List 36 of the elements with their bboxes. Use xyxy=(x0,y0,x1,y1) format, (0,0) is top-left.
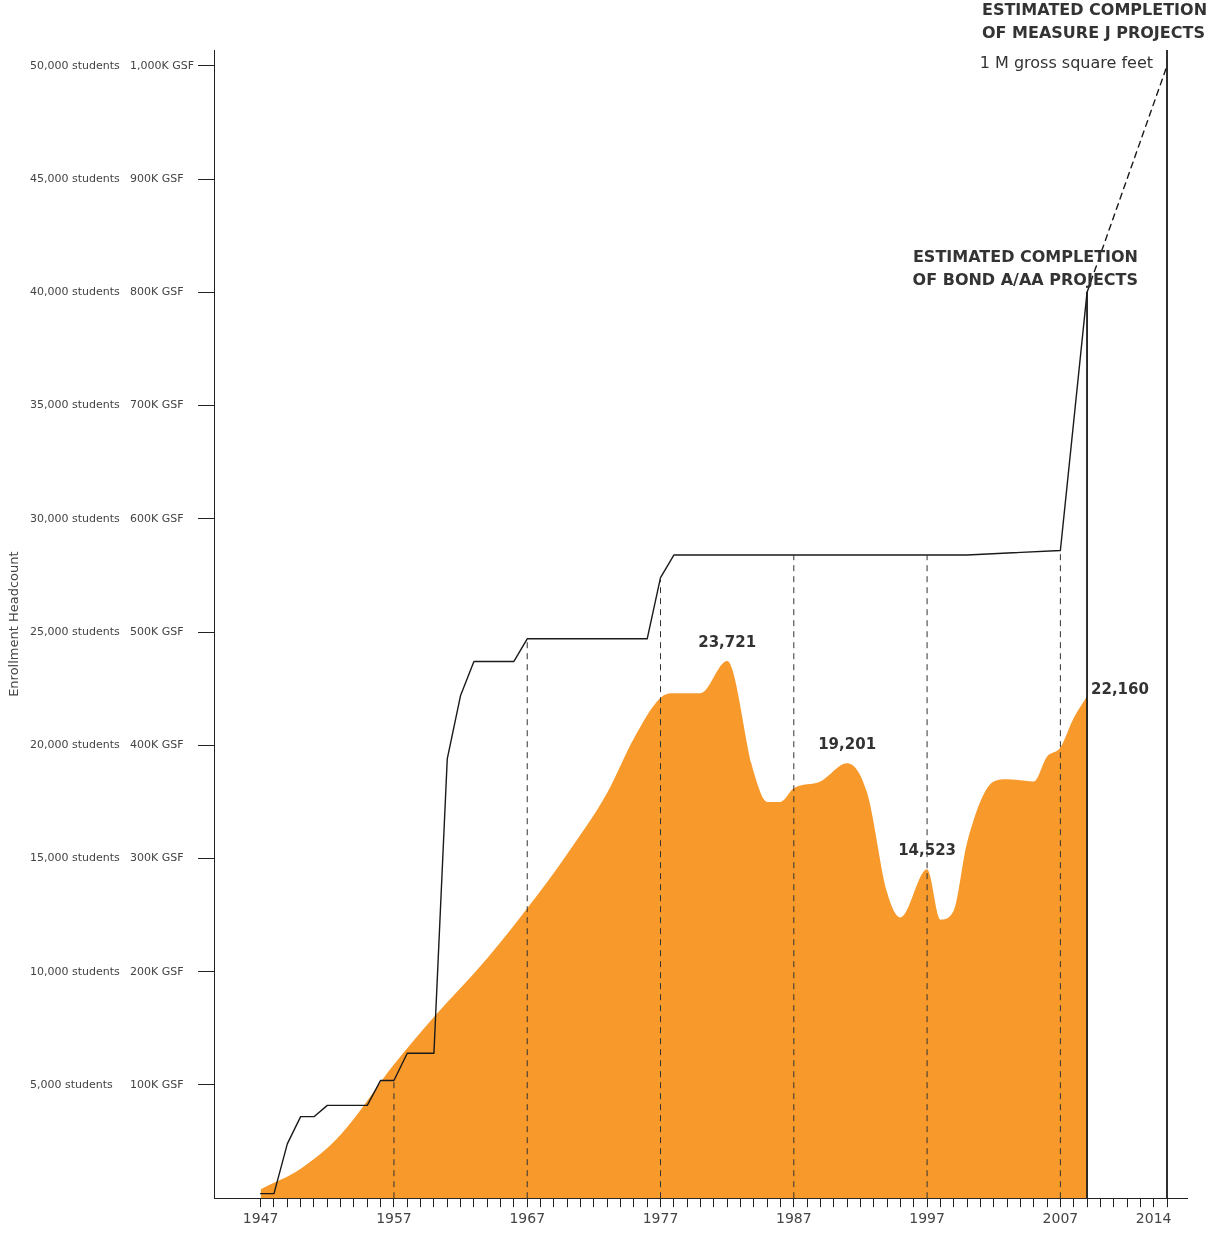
y2-tick-label: 500K GSF xyxy=(130,624,184,638)
annotation: ESTIMATED COMPLETION OF BOND A/AA PROJECTS xyxy=(912,247,1138,289)
x-tick-label: 2007 xyxy=(1042,1210,1079,1227)
y-tick-label: 15,000 students xyxy=(30,851,121,865)
y2-tick-label: 1,000K GSF xyxy=(130,58,195,72)
annotation: 1 M gross square feet xyxy=(979,53,1153,72)
x-tick-label: 1947 xyxy=(242,1210,279,1227)
x-tick-label: 1957 xyxy=(376,1210,412,1227)
y2-tick-label: 900K GSF xyxy=(130,171,184,185)
y-tick-label: 10,000 students xyxy=(30,964,121,978)
x-tick-label: 1987 xyxy=(775,1210,812,1227)
x-tick-label: 1967 xyxy=(509,1210,546,1227)
y2-tick-label: 200K GSF xyxy=(130,964,184,978)
y-tick-label: 30,000 students xyxy=(30,511,121,525)
x-tick-label: 1997 xyxy=(909,1210,945,1227)
data-label: 19,201 xyxy=(818,735,877,754)
x-tick-label: 1977 xyxy=(642,1210,679,1227)
y-axis-title: Enrollment Headcount xyxy=(6,551,21,697)
data-label: 14,523 xyxy=(898,841,957,860)
y-tick-label: 50,000 students xyxy=(30,58,121,72)
y2-tick-label: 600K GSF xyxy=(130,511,184,525)
y-tick-label: 45,000 students xyxy=(30,171,121,185)
data-label: 23,721 xyxy=(698,632,757,651)
text: ESTIMATED COMPLETION OF MEASURE J PROJECTS xyxy=(982,0,1208,42)
y2-tick-label: 700K GSF xyxy=(130,398,184,412)
y-tick-label: 35,000 students xyxy=(30,398,121,412)
y-tick-label: 25,000 students xyxy=(30,624,121,638)
y-tick-label: 40,000 students xyxy=(30,285,121,299)
x-tick-label: 2014 xyxy=(1135,1210,1172,1227)
y2-tick-label: 300K GSF xyxy=(130,851,184,865)
y2-tick-label: 100K GSF xyxy=(130,1077,184,1091)
y-tick-label: 5,000 students xyxy=(30,1077,114,1091)
y2-tick-label: 800K GSF xyxy=(130,285,184,299)
y-tick-label: 20,000 students xyxy=(30,738,121,752)
y2-tick-label: 400K GSF xyxy=(130,738,184,752)
data-label: 22,160 xyxy=(1091,680,1149,699)
